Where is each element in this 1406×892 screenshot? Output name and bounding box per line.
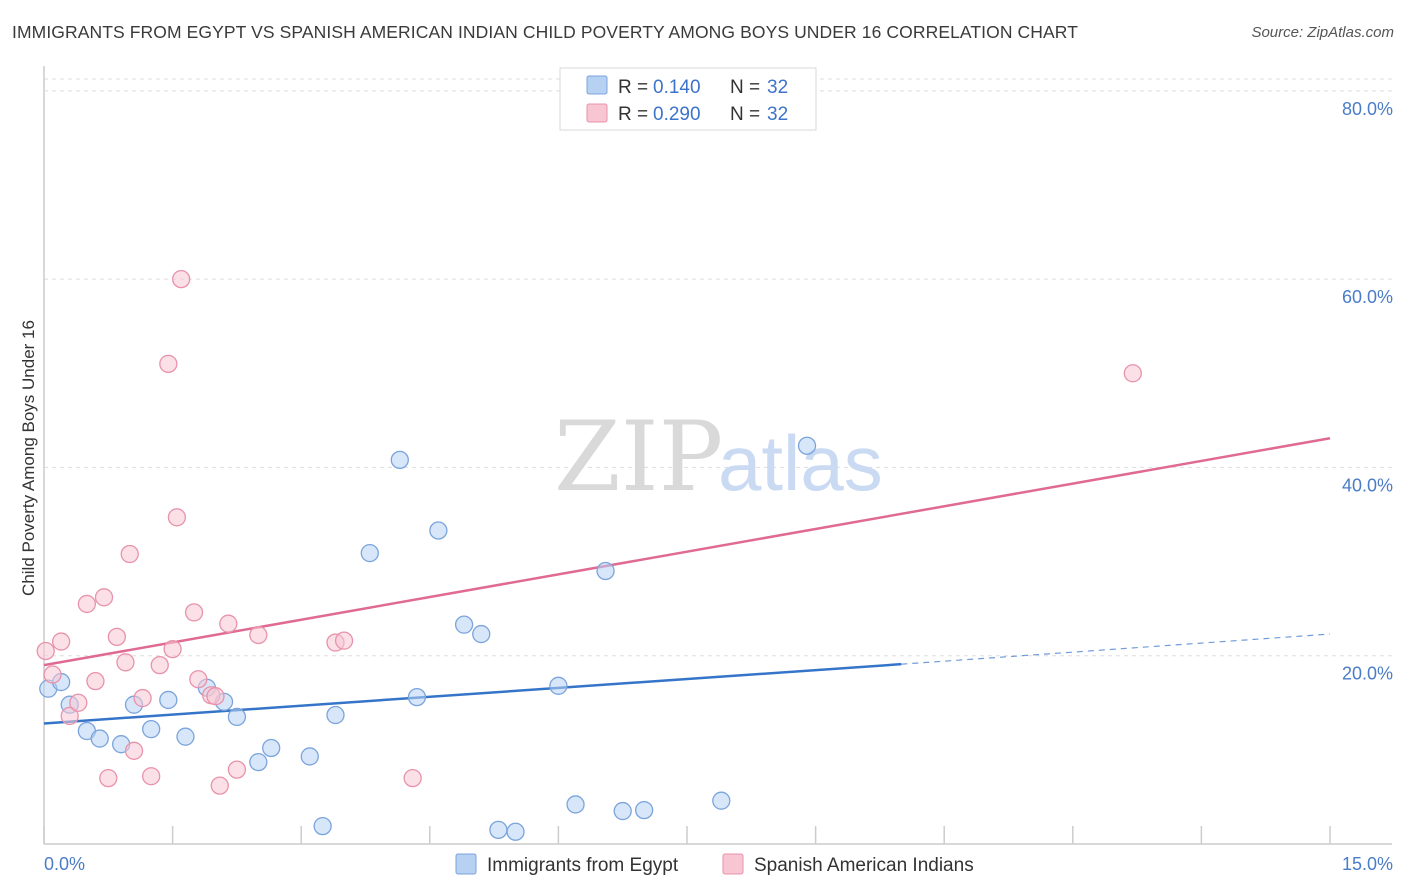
bottom-legend-swatch-spanish	[722, 853, 744, 875]
point-spanish	[77, 594, 97, 614]
watermark-atlas: atlas	[718, 419, 883, 507]
point-spanish	[1123, 364, 1142, 383]
point-spanish	[172, 269, 191, 289]
point-egypt	[227, 707, 247, 727]
point-spanish	[206, 687, 225, 706]
point-spanish	[94, 588, 114, 607]
y-tick-label: 60.0%	[1342, 287, 1393, 307]
legend-r-value-spanish: 0.290	[653, 104, 701, 125]
point-spanish	[86, 671, 105, 691]
point-spanish	[36, 641, 55, 661]
y-tick-label: 20.0%	[1342, 664, 1393, 684]
point-egypt	[360, 543, 379, 563]
point-spanish	[249, 625, 268, 645]
point-egypt	[313, 816, 332, 836]
grid-lines	[44, 78, 1392, 657]
point-spanish	[210, 776, 229, 795]
data-points	[36, 269, 1142, 841]
point-spanish	[133, 688, 152, 708]
point-egypt	[326, 705, 345, 725]
point-egypt	[300, 747, 319, 766]
point-egypt	[90, 729, 109, 748]
point-egypt	[712, 791, 731, 810]
point-egypt	[454, 615, 474, 634]
point-egypt	[489, 820, 508, 840]
point-egypt	[506, 822, 525, 841]
correlation-legend: R = 0.140 N = 32 R = 0.290 N = 32	[559, 67, 817, 131]
point-spanish	[184, 603, 204, 622]
point-spanish	[116, 653, 135, 672]
point-spanish	[107, 627, 127, 647]
point-egypt	[634, 800, 654, 820]
series-legend: Immigrants from Egypt Spanish American I…	[455, 853, 974, 876]
legend-swatch-egypt	[586, 75, 608, 95]
point-egypt	[249, 752, 268, 772]
point-egypt	[472, 624, 491, 644]
bottom-legend-label-spanish: Spanish American Indians	[754, 855, 974, 876]
point-egypt	[176, 727, 195, 746]
point-spanish	[69, 693, 88, 712]
point-spanish	[189, 670, 208, 689]
x-tick-label-min: 0.0%	[44, 854, 85, 874]
point-spanish	[163, 639, 182, 659]
point-egypt	[159, 690, 178, 710]
trend-line-egypt	[43, 662, 902, 725]
point-egypt	[797, 436, 817, 455]
point-egypt	[596, 561, 615, 581]
watermark-zip: ZIP	[554, 401, 723, 513]
point-spanish	[403, 768, 422, 788]
point-spanish	[124, 741, 144, 760]
point-spanish	[51, 632, 71, 651]
tick-labels: 20.0% 40.0% 60.0% 80.0% 0.0% 15.0%	[44, 99, 1393, 874]
point-spanish	[227, 760, 247, 779]
legend-n-value-spanish: 32	[767, 104, 788, 125]
point-egypt	[549, 676, 568, 695]
source-credit: Source: ZipAtlas.com	[1251, 24, 1394, 41]
y-tick-label: 80.0%	[1342, 99, 1393, 119]
point-egypt	[407, 687, 427, 707]
trend-line-egypt-extension	[901, 633, 1331, 665]
point-spanish	[60, 706, 79, 726]
point-egypt	[429, 521, 448, 540]
legend-r-value-egypt: 0.140	[653, 77, 701, 98]
legend-n-label-egypt: N =	[730, 77, 760, 98]
y-tick-label: 40.0%	[1342, 475, 1393, 495]
point-egypt	[566, 795, 585, 814]
point-egypt	[390, 450, 409, 470]
point-spanish	[43, 665, 62, 684]
legend-r-label-egypt: R =	[618, 77, 648, 98]
point-spanish	[142, 767, 161, 786]
point-egypt	[142, 719, 161, 739]
point-egypt	[262, 738, 281, 758]
legend-n-label-spanish: N =	[730, 104, 760, 125]
point-spanish	[219, 614, 238, 633]
chart-title: IMMIGRANTS FROM EGYPT VS SPANISH AMERICA…	[12, 22, 1079, 42]
point-egypt	[613, 801, 632, 821]
point-spanish	[159, 354, 178, 374]
point-spanish	[150, 655, 169, 675]
axes	[43, 66, 1392, 845]
y-axis-label: Child Poverty Among Boys Under 16	[19, 320, 38, 596]
bottom-legend-swatch-egypt	[455, 853, 477, 875]
x-tick-label-max: 15.0%	[1342, 854, 1393, 874]
legend-swatch-spanish	[586, 103, 608, 123]
point-spanish	[99, 768, 118, 788]
point-spanish	[334, 631, 354, 650]
bottom-legend-label-egypt: Immigrants from Egypt	[487, 855, 679, 876]
legend-r-label-spanish: R =	[618, 104, 648, 125]
point-spanish	[120, 544, 139, 564]
point-spanish	[167, 508, 187, 527]
legend-n-value-egypt: 32	[767, 77, 788, 98]
